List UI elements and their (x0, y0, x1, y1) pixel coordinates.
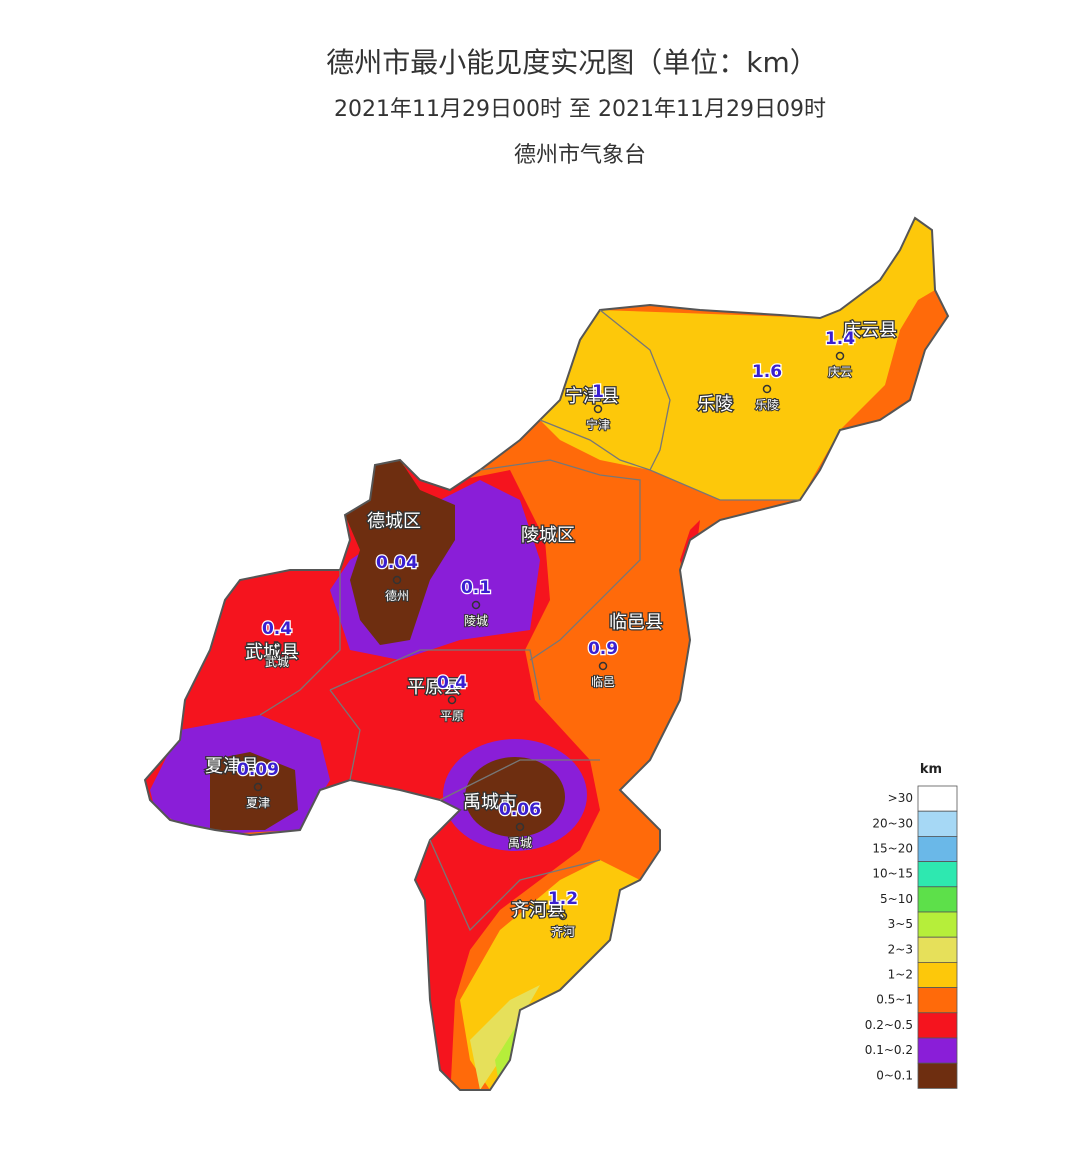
station-value: 0.4 (437, 673, 467, 693)
station-value: 1.2 (548, 889, 578, 909)
legend-swatch (917, 836, 958, 863)
station-value: 0.4 (262, 619, 292, 639)
legend-swatch (917, 886, 958, 913)
station-value: 0.06 (499, 800, 541, 820)
legend-label: 10~15 (872, 867, 913, 881)
legend-label: 20~30 (872, 816, 913, 830)
station-name: 乐陵 (755, 398, 779, 412)
legend-swatch (917, 911, 958, 938)
county-label: 陵城区 (521, 525, 575, 546)
station-name: 平原 (440, 709, 464, 723)
legend-label: 5~10 (880, 892, 913, 906)
legend-swatch (917, 1037, 958, 1064)
legend-swatch (917, 936, 958, 963)
legend-label: 2~3 (888, 942, 913, 956)
station-name: 庆云 (828, 365, 852, 379)
legend-label: 0.1~0.2 (865, 1043, 913, 1057)
station-name: 齐河 (551, 924, 575, 939)
station-value: 1 (592, 382, 604, 402)
legend-swatch (917, 1062, 958, 1089)
station-name: 禹城 (508, 836, 532, 850)
station-dot (558, 911, 568, 921)
legend-label: 1~2 (888, 968, 913, 982)
county-label: 德城区 (367, 511, 421, 532)
station-dot (835, 351, 845, 361)
station-dot (598, 661, 608, 671)
station-dot (593, 404, 603, 414)
legend-label: >30 (888, 791, 913, 805)
legend-swatch (917, 962, 958, 989)
county-label: 乐陵 (697, 394, 733, 415)
station-dot (762, 384, 772, 394)
station-value: 0.09 (237, 760, 279, 780)
station-dot (447, 695, 457, 705)
legend-swatch (917, 987, 958, 1014)
county-label: 平原县 (407, 677, 461, 698)
legend-label: 15~20 (872, 842, 913, 856)
county-label: 禹城市 (463, 792, 517, 813)
county-label: 庆云县 (843, 320, 897, 341)
county-lines (259, 309, 800, 932)
station-dot (471, 600, 481, 610)
station-value: 1.4 (825, 329, 855, 349)
county-label: 齐河县 (511, 900, 565, 921)
legend-label: 0.2~0.5 (865, 1018, 913, 1032)
station-name: 德州 (385, 588, 409, 603)
station-value: 0.9 (588, 639, 618, 659)
station-dot (253, 782, 263, 792)
legend-unit: km (920, 762, 942, 777)
legend-label: 3~5 (888, 917, 913, 931)
station-name: 陵城 (464, 614, 488, 628)
legend-swatch (917, 785, 958, 812)
legend-swatch (917, 1012, 958, 1039)
station-dot (272, 641, 282, 651)
station-name: 夏津 (246, 796, 270, 810)
county-label: 临邑县 (609, 612, 663, 633)
county-label: 武城县 (245, 642, 299, 663)
legend-label: 0~0.1 (876, 1068, 913, 1082)
source: 德州市气象台 (514, 143, 646, 168)
legend-label: 0.5~1 (876, 993, 913, 1007)
station-name: 宁津 (586, 417, 610, 432)
station-dot (392, 575, 402, 585)
station-name: 武城 (265, 655, 289, 669)
title: 德州市最小能见度实况图（单位：km） (326, 46, 818, 79)
station-dot (515, 822, 525, 832)
station-name: 临邑 (591, 675, 615, 689)
station-value: 0.1 (461, 578, 491, 598)
county-label: 夏津县 (205, 756, 259, 777)
station-value: 1.6 (752, 362, 782, 382)
station-value: 0.04 (376, 553, 418, 573)
legend-swatch (917, 861, 958, 888)
legend-swatch (917, 810, 958, 837)
period: 2021年11月29日00时 至 2021年11月29日09时 (334, 97, 826, 122)
county-label: 宁津县 (565, 386, 619, 407)
